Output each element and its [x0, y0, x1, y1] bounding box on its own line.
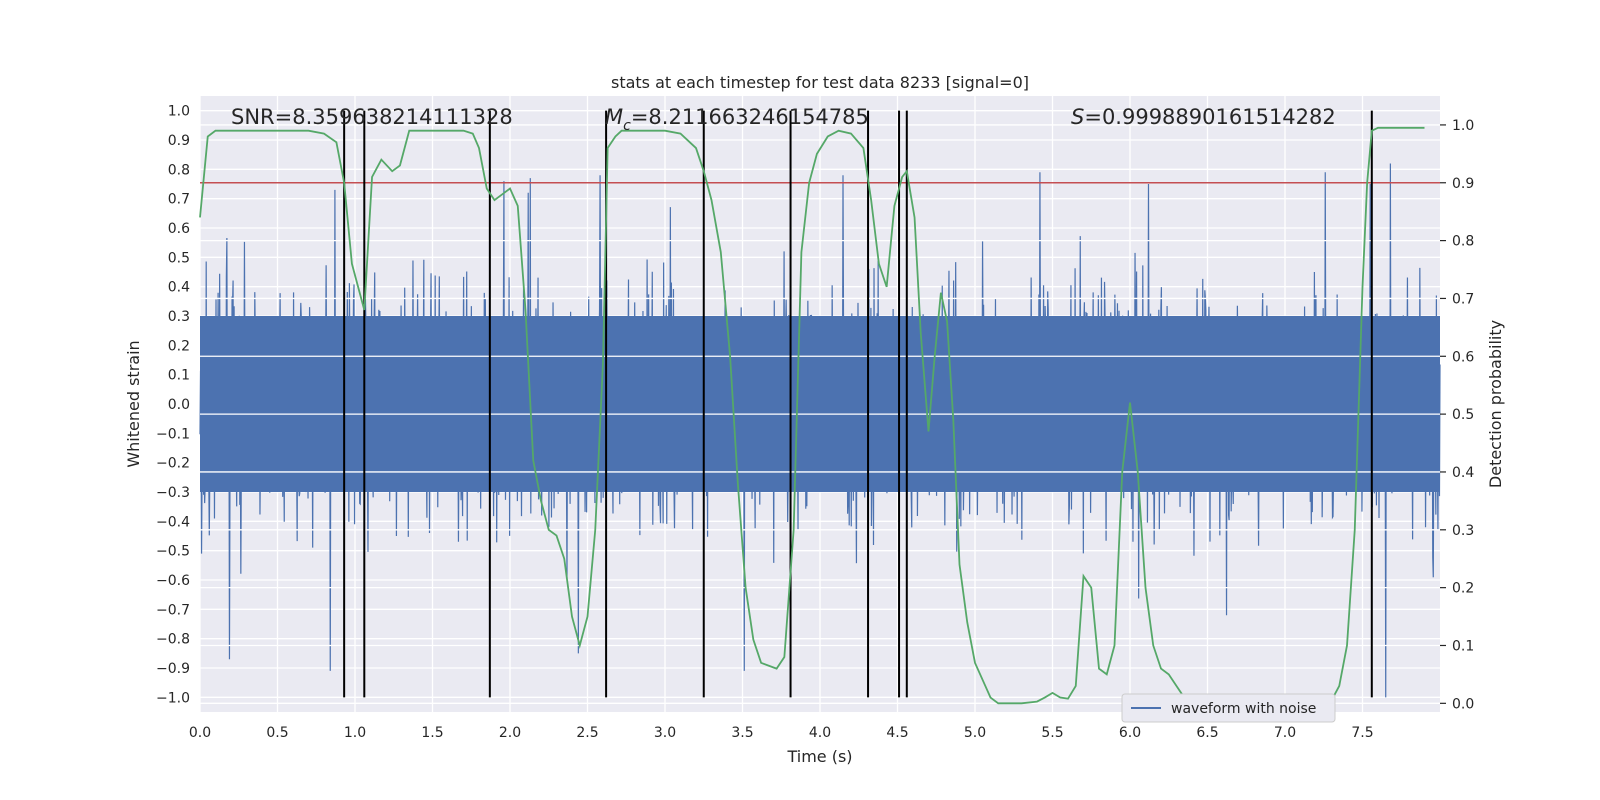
- y-tick-label: 0.1: [168, 368, 190, 384]
- y2-tick-label: 0.1: [1452, 638, 1474, 654]
- y-tick-label: 0.0: [168, 397, 190, 413]
- legend: waveform with noise: [1121, 693, 1336, 723]
- legend-box: [1121, 693, 1336, 723]
- y-tick-label: −0.6: [156, 573, 190, 589]
- score-annotation: S=0.9998890161514282: [1071, 105, 1336, 129]
- x-tick-label: 3.5: [731, 725, 753, 741]
- y-tick-label: 1.0: [168, 104, 190, 120]
- y2-tick-label: 0.3: [1452, 523, 1474, 539]
- x-tick-label: 3.0: [654, 725, 676, 741]
- x-tick-label: 4.5: [886, 725, 908, 741]
- x-tick-label: 1.0: [344, 725, 366, 741]
- x-tick-label: 0.5: [266, 725, 288, 741]
- y-axis-ticks: 1.0 0.9 0.8 0.7 0.6 0.5 0.4 0.3 0.2 0.1 0.0 −0.1 −0.…: [156, 104, 190, 707]
- y-tick-label: −1.0: [156, 690, 190, 706]
- y2-tick-label: 0.7: [1452, 291, 1474, 307]
- y2-axis-ticks: 1.0 0.9 0.8 0.7 0.6 0.5 0.4 0.3 0.2 0.1 0.0: [1440, 118, 1474, 712]
- y-tick-label: −0.4: [156, 514, 190, 530]
- y-tick-label: −0.8: [156, 632, 190, 648]
- x-tick-label: 7.5: [1351, 725, 1373, 741]
- y-tick-label: 0.8: [168, 162, 190, 178]
- x-tick-label: 4.0: [809, 725, 831, 741]
- y-tick-label: 0.4: [168, 280, 190, 296]
- waveform-core-band: [200, 316, 1440, 492]
- snr-annotation: SNR=8.359638214111328: [231, 105, 513, 129]
- x-tick-label: 7.0: [1274, 725, 1296, 741]
- y2-tick-label: 0.0: [1452, 696, 1474, 712]
- x-axis-label: Time (s): [786, 747, 852, 766]
- x-axis-ticks: 0.0 0.5 1.0 1.5 2.0 2.5 3.0 3.5 4.0 4.5 5.0 5.5 6.0 6…: [189, 725, 1374, 741]
- y-tick-label: −0.7: [156, 602, 190, 618]
- y2-axis-label: Detection probability: [1486, 320, 1505, 488]
- waveform-series: [199, 163, 1441, 698]
- y-tick-label: 0.7: [168, 192, 190, 208]
- y-tick-label: 0.3: [168, 309, 190, 325]
- chirp-mass-annotation: Mc=8.211663246154785: [605, 105, 869, 134]
- chirp-mass-symbol: M: [605, 105, 623, 129]
- y-tick-label: 0.5: [168, 250, 190, 266]
- chart-title: stats at each timestep for test data 823…: [611, 73, 1029, 92]
- x-tick-label: 0.0: [189, 725, 211, 741]
- y2-tick-label: 0.2: [1452, 581, 1474, 597]
- y-tick-label: −0.2: [156, 456, 190, 472]
- y-tick-label: 0.9: [168, 133, 190, 149]
- x-tick-label: 2.5: [576, 725, 598, 741]
- y2-tick-label: 1.0: [1452, 118, 1474, 134]
- y-tick-label: −0.5: [156, 544, 190, 560]
- y-axis-label: Whitened strain: [124, 340, 143, 467]
- y-tick-label: −0.1: [156, 426, 190, 442]
- x-tick-label: 5.5: [1041, 725, 1063, 741]
- y2-tick-label: 0.5: [1452, 407, 1474, 423]
- x-tick-label: 6.0: [1119, 725, 1141, 741]
- y2-tick-label: 0.6: [1452, 349, 1474, 365]
- x-tick-label: 2.0: [499, 725, 521, 741]
- y-tick-label: 0.6: [168, 221, 190, 237]
- y2-tick-label: 0.9: [1452, 176, 1474, 192]
- legend-label: waveform with noise: [1171, 701, 1316, 717]
- y2-tick-label: 0.8: [1452, 234, 1474, 250]
- score-value: =0.9998890161514282: [1084, 105, 1335, 129]
- x-tick-label: 1.5: [421, 725, 443, 741]
- score-symbol: S: [1071, 105, 1084, 129]
- event-lines: [343, 110, 1373, 698]
- chirp-mass-subscript: c: [623, 118, 631, 134]
- y-tick-label: −0.9: [156, 661, 190, 677]
- chirp-mass-value: =8.211663246154785: [631, 105, 869, 129]
- x-tick-label: 6.5: [1196, 725, 1218, 741]
- y2-tick-label: 0.4: [1452, 465, 1474, 481]
- y-tick-label: −0.3: [156, 485, 190, 501]
- y-tick-label: 0.2: [168, 338, 190, 354]
- x-tick-label: 5.0: [964, 725, 986, 741]
